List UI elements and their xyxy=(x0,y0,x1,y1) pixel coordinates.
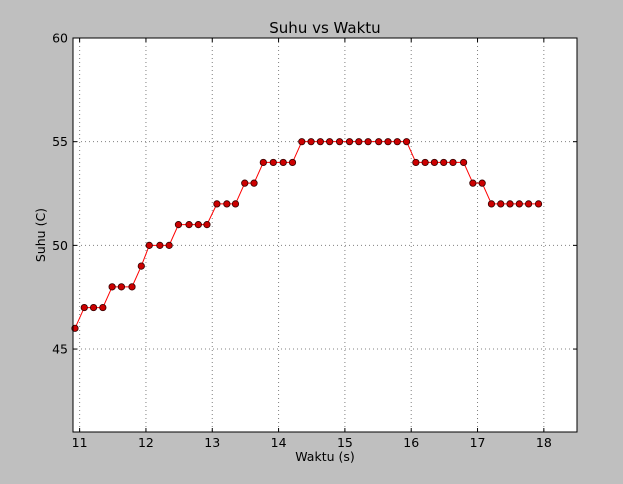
data-point xyxy=(185,221,193,229)
x-tick-label: 17 xyxy=(470,435,486,450)
data-point xyxy=(469,179,477,187)
y-tick-label: 45 xyxy=(52,342,68,357)
axis-ticks: 11 12 13 14 15 16 17 18 45 50 55 60 xyxy=(52,31,577,450)
data-point xyxy=(487,200,496,208)
data-point xyxy=(223,200,231,208)
data-point xyxy=(99,303,107,312)
data-point xyxy=(89,303,98,312)
data-point xyxy=(307,138,315,146)
data-point xyxy=(497,200,505,208)
data-point xyxy=(194,221,202,229)
x-axis-label: Waktu (s) xyxy=(295,449,355,464)
data-point xyxy=(117,283,126,291)
y-axis-label: Suhu (C) xyxy=(33,208,48,262)
data-point xyxy=(345,138,354,146)
data-point xyxy=(430,158,439,167)
data-point xyxy=(174,221,183,229)
data-point xyxy=(506,200,514,208)
data-point xyxy=(279,158,287,167)
data-point xyxy=(412,158,420,167)
plot-area xyxy=(73,38,577,432)
data-point xyxy=(250,179,258,187)
data-point xyxy=(165,241,173,249)
data-point xyxy=(478,179,486,187)
series-layer xyxy=(71,138,543,332)
data-point xyxy=(402,138,411,146)
data-point xyxy=(298,138,306,146)
data-point xyxy=(241,179,249,187)
data-point xyxy=(534,200,543,208)
data-point xyxy=(335,138,344,146)
chart-title: Suhu vs Waktu xyxy=(269,19,380,37)
data-point xyxy=(326,138,334,146)
data-point xyxy=(355,138,363,146)
data-point xyxy=(259,158,267,167)
data-point xyxy=(449,158,457,167)
y-tick-label: 50 xyxy=(52,238,68,253)
data-point xyxy=(524,200,533,208)
data-point xyxy=(108,283,116,291)
data-point xyxy=(213,200,221,208)
x-tick-label: 18 xyxy=(536,435,552,450)
y-tick-label: 55 xyxy=(52,134,68,149)
data-point xyxy=(316,138,324,146)
x-tick-label: 14 xyxy=(271,435,287,450)
data-point xyxy=(137,262,145,270)
data-point xyxy=(364,138,372,146)
data-point xyxy=(384,138,392,146)
x-tick-label: 15 xyxy=(337,435,353,450)
x-tick-label: 13 xyxy=(204,435,220,450)
data-point xyxy=(156,241,164,249)
data-point xyxy=(80,303,88,312)
data-point xyxy=(515,200,523,208)
plot-frame xyxy=(72,37,578,433)
data-point xyxy=(269,158,277,167)
data-point xyxy=(203,221,211,229)
y-tick-label: 60 xyxy=(52,31,68,46)
data-point xyxy=(128,283,136,291)
x-tick-label: 12 xyxy=(138,435,154,450)
data-point xyxy=(421,158,429,167)
data-point xyxy=(440,158,448,167)
data-point xyxy=(375,138,383,146)
data-point xyxy=(288,158,297,167)
x-tick-label: 16 xyxy=(403,435,419,450)
data-point xyxy=(393,138,401,146)
data-point xyxy=(459,158,468,167)
x-tick-label: 11 xyxy=(72,435,88,450)
data-point xyxy=(145,241,153,249)
data-point xyxy=(231,200,240,208)
